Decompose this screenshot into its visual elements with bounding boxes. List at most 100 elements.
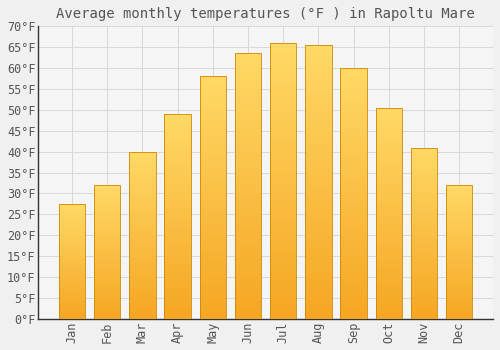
Bar (340, 294, 367, 296)
Bar (446, 253, 472, 255)
Bar (200, 120, 226, 122)
Bar (59, 246, 86, 248)
Bar (446, 237, 472, 239)
Bar (270, 120, 296, 123)
Bar (305, 50, 332, 53)
Bar (59, 271, 86, 272)
Bar (59, 204, 86, 205)
Bar (164, 309, 191, 311)
Bar (305, 209, 332, 212)
Bar (270, 178, 296, 181)
Bar (376, 287, 402, 289)
Bar (200, 174, 226, 176)
Bar (446, 223, 472, 224)
Bar (411, 317, 437, 319)
Bar (305, 179, 332, 182)
Bar (130, 227, 156, 229)
Bar (376, 234, 402, 237)
Bar (164, 270, 191, 272)
Bar (446, 311, 472, 312)
Bar (270, 261, 296, 264)
Bar (446, 190, 472, 192)
Bar (130, 214, 156, 215)
Bar (270, 308, 296, 311)
Bar (411, 242, 437, 244)
Bar (376, 108, 402, 319)
Bar (376, 289, 402, 292)
Bar (59, 282, 86, 283)
Bar (340, 248, 367, 251)
Bar (94, 260, 120, 261)
Bar (164, 229, 191, 231)
Bar (235, 255, 261, 258)
Bar (305, 116, 332, 119)
Bar (411, 199, 437, 201)
Bar (376, 148, 402, 150)
Bar (130, 152, 156, 319)
Bar (200, 89, 226, 91)
Bar (200, 302, 226, 304)
Bar (200, 149, 226, 152)
Bar (446, 255, 472, 256)
Bar (164, 174, 191, 175)
Bar (270, 98, 296, 101)
Bar (305, 196, 332, 198)
Bar (130, 275, 156, 277)
Bar (164, 198, 191, 200)
Bar (59, 265, 86, 266)
Bar (411, 280, 437, 281)
Bar (270, 148, 296, 150)
Bar (94, 225, 120, 226)
Bar (200, 178, 226, 181)
Bar (305, 223, 332, 226)
Bar (305, 264, 332, 267)
Bar (59, 226, 86, 227)
Bar (376, 125, 402, 127)
Bar (59, 301, 86, 302)
Bar (411, 197, 437, 199)
Bar (340, 168, 367, 171)
Bar (164, 220, 191, 223)
Bar (446, 229, 472, 231)
Bar (446, 197, 472, 198)
Bar (340, 181, 367, 183)
Bar (235, 279, 261, 282)
Bar (130, 165, 156, 167)
Bar (411, 151, 437, 153)
Bar (270, 283, 296, 286)
Bar (376, 177, 402, 180)
Bar (235, 120, 261, 122)
Bar (411, 202, 437, 204)
Bar (340, 86, 367, 88)
Bar (340, 131, 367, 133)
Bar (340, 194, 367, 196)
Bar (305, 168, 332, 171)
Bar (411, 190, 437, 192)
Bar (340, 108, 367, 111)
Bar (376, 116, 402, 118)
Bar (235, 253, 261, 255)
Bar (59, 267, 86, 268)
Bar (411, 283, 437, 285)
Bar (411, 264, 437, 266)
Bar (270, 222, 296, 225)
Bar (130, 267, 156, 269)
Bar (411, 314, 437, 315)
Bar (270, 131, 296, 134)
Bar (270, 192, 296, 195)
Bar (411, 189, 437, 190)
Bar (164, 165, 191, 167)
Bar (340, 71, 367, 73)
Bar (130, 286, 156, 287)
Bar (305, 316, 332, 319)
Bar (94, 198, 120, 200)
Bar (200, 118, 226, 120)
Bar (94, 256, 120, 257)
Bar (376, 150, 402, 152)
Bar (446, 243, 472, 244)
Bar (200, 193, 226, 195)
Bar (130, 198, 156, 200)
Bar (376, 131, 402, 133)
Bar (235, 247, 261, 250)
Bar (305, 141, 332, 144)
